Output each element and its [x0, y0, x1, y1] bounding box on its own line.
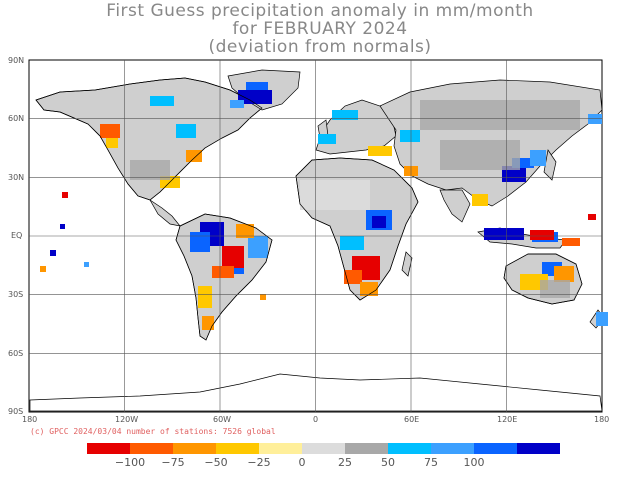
lat-tick-30n: 30N	[8, 173, 25, 182]
gridlines	[29, 60, 602, 412]
lon-tick-180w: 180	[22, 415, 38, 424]
lat-tick-eq: EQ	[11, 231, 23, 240]
lon-tick-0: 0	[313, 415, 319, 424]
colorbar-label: −100	[114, 456, 146, 469]
lon-tick-60e: 60E	[404, 415, 420, 424]
map-title-line3: (deviation from normals)	[208, 37, 432, 57]
colorbar-swatch	[388, 443, 431, 454]
colorbar-swatch	[431, 443, 474, 454]
lat-tick-60n: 60N	[8, 114, 25, 123]
colorbar-label: 50	[381, 456, 395, 469]
lon-tick-120w: 120W	[115, 415, 139, 424]
colorbar-label: 0	[298, 456, 306, 469]
colorbar-label: 100	[463, 456, 485, 469]
map-title-line1: First Guess precipitation anomaly in mm/…	[106, 1, 534, 21]
colorbar-swatch	[216, 443, 259, 454]
credit-text: (c) GPCC 2024/03/04 number of stations: …	[30, 427, 276, 436]
india	[439, 189, 471, 223]
colorbar	[87, 443, 560, 454]
lat-tick-90n: 90N	[8, 56, 25, 65]
colorbar-label: −75	[161, 456, 185, 469]
colorbar-swatch	[345, 443, 388, 454]
lat-tick-30s: 30S	[8, 290, 24, 299]
map-title-line2: for FEBRUARY 2024	[232, 19, 408, 39]
colorbar-swatch	[173, 443, 216, 454]
colorbar-label: −50	[204, 456, 228, 469]
lon-tick-120e: 120E	[497, 415, 518, 424]
lat-tick-60s: 60S	[8, 349, 24, 358]
colorbar-swatch	[130, 443, 173, 454]
colorbar-swatch	[302, 443, 345, 454]
lon-tick-180e: 180	[594, 415, 610, 424]
colorbar-swatch	[474, 443, 517, 454]
colorbar-label: −25	[247, 456, 271, 469]
colorbar-label: 75	[424, 456, 438, 469]
colorbar-swatch	[517, 443, 560, 454]
colorbar-swatch	[259, 443, 302, 454]
colorbar-swatch	[87, 443, 130, 454]
lon-tick-60w: 60W	[213, 415, 232, 424]
antarctica	[29, 373, 603, 412]
colorbar-label: 25	[338, 456, 352, 469]
madagascar	[401, 251, 413, 277]
lat-tick-90s: 90S	[8, 407, 24, 416]
